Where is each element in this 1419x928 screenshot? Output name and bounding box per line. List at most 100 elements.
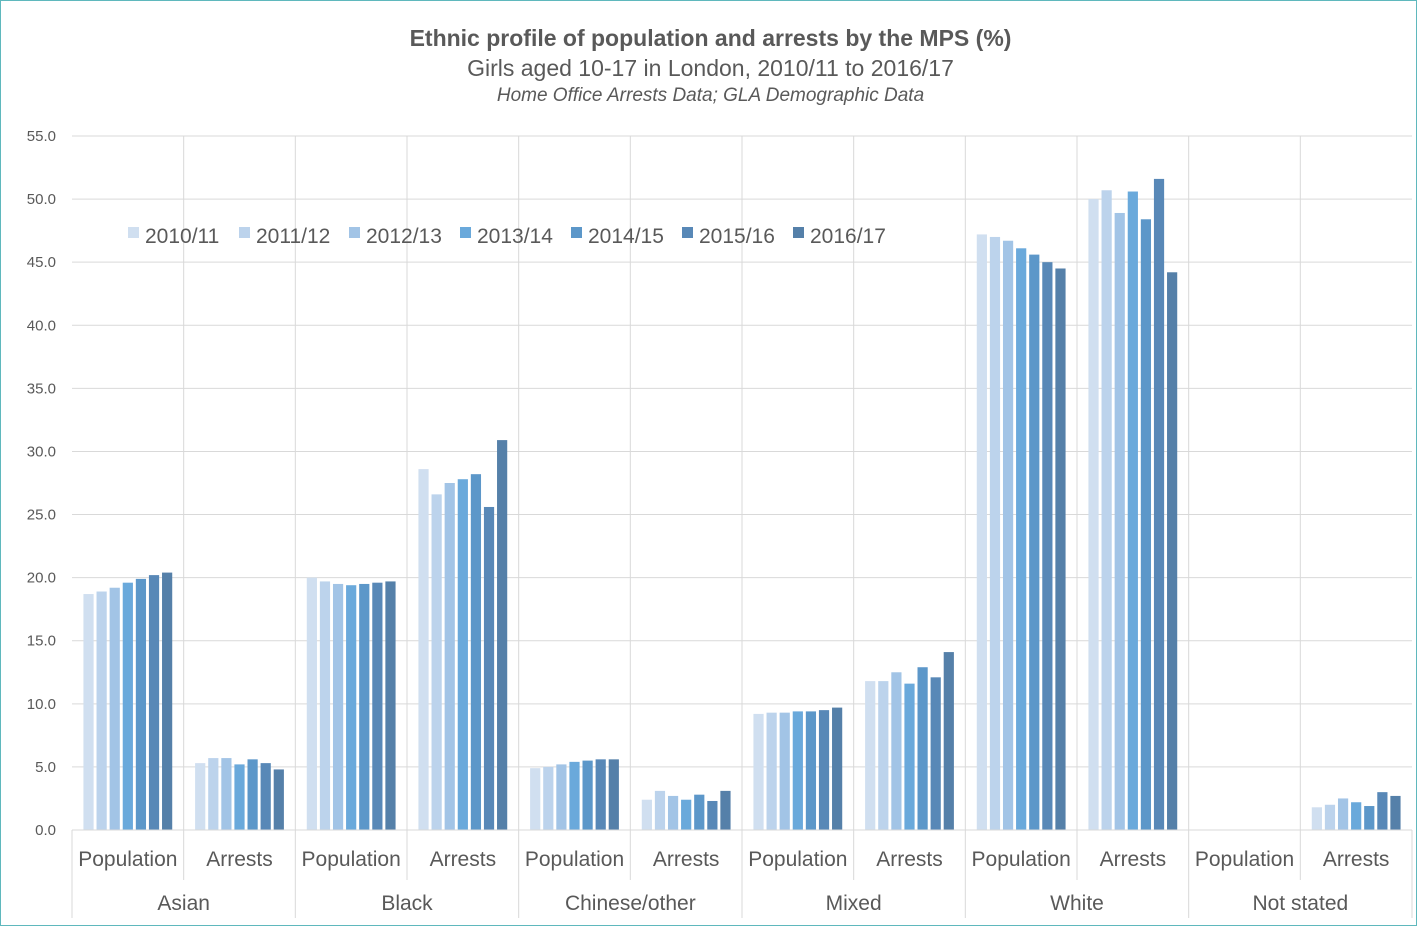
chart-title: Ethnic profile of population and arrests…: [409, 25, 1012, 51]
bar-2013-14-population: [792, 711, 803, 830]
bar-2016-17-arrests: [720, 790, 731, 830]
bar-2015-16-arrests: [1153, 178, 1165, 830]
legend-swatch: [793, 227, 804, 238]
bar-2010-11-population: [306, 577, 317, 830]
bar-2013-14-arrests: [457, 479, 468, 830]
x-group-label: Mixed: [826, 892, 882, 915]
bar-2014-15-arrests: [470, 474, 482, 830]
bar-2012-13-population: [779, 712, 790, 830]
bar-2014-15-population: [359, 583, 370, 830]
x-category-label: Population: [748, 848, 847, 871]
legend-swatch: [682, 227, 693, 238]
x-category-label: Population: [525, 848, 624, 871]
bar-2013-14-population: [122, 582, 133, 830]
bar-2016-17-population: [608, 759, 619, 830]
bar-2011-12-arrests: [1101, 190, 1112, 830]
legend-label: 2013/14: [477, 225, 553, 248]
bar-2015-16-arrests: [707, 800, 718, 830]
bar-2013-14-arrests: [234, 764, 245, 830]
bar-2015-16-arrests: [483, 506, 495, 830]
bar-2010-11-population: [530, 768, 541, 830]
bar-2011-12-population: [96, 591, 107, 830]
bar-2014-15-arrests: [1140, 219, 1152, 830]
x-category-label: Population: [302, 848, 401, 871]
bar-2015-16-arrests: [1377, 792, 1388, 830]
bar-2014-15-population: [135, 578, 147, 830]
bar-2010-11-arrests: [418, 469, 429, 830]
bar-2012-13-arrests: [667, 795, 679, 830]
bar-2013-14-arrests: [904, 683, 915, 830]
bar-2016-17-arrests: [1167, 272, 1178, 830]
x-group-label: White: [1050, 892, 1104, 915]
bar-2010-11-arrests: [1088, 199, 1099, 831]
bar-2016-17-arrests: [273, 769, 284, 830]
bar-2012-13-population: [332, 583, 344, 830]
bar-2014-15-arrests: [247, 759, 258, 830]
bar-2011-12-population: [543, 766, 554, 830]
bar-2011-12-arrests: [654, 790, 666, 830]
y-tick-label: 30.0: [27, 443, 56, 460]
y-tick-label: 15.0: [27, 633, 56, 650]
bar-2016-17-population: [832, 707, 843, 830]
bar-2016-17-arrests: [497, 440, 508, 830]
x-group-label: Asian: [157, 892, 210, 915]
bar-2010-11-arrests: [865, 681, 876, 830]
bar-2016-17-population: [385, 581, 396, 830]
bar-2012-13-arrests: [1337, 798, 1349, 830]
bar-2014-15-arrests: [1364, 806, 1375, 830]
legend-swatch: [349, 227, 360, 238]
legend-label: 2015/16: [699, 225, 775, 248]
bar-2013-14-arrests: [1127, 191, 1138, 830]
bar-2015-16-population: [1042, 262, 1053, 830]
legend-label: 2011/12: [256, 225, 330, 248]
x-category-label: Population: [78, 848, 177, 871]
legend-swatch: [128, 227, 139, 238]
x-category-label: Arrests: [1323, 848, 1390, 871]
bar-2012-13-population: [109, 587, 120, 830]
chart-source: Home Office Arrests Data; GLA Demographi…: [496, 85, 925, 106]
y-tick-label: 5.0: [35, 759, 56, 776]
bar-2012-13-arrests: [891, 672, 902, 830]
bar-2011-12-arrests: [878, 681, 889, 830]
bars: [83, 178, 1401, 831]
x-group-label: Black: [381, 892, 433, 915]
chart-header: Ethnic profile of population and arrests…: [1, 23, 1419, 109]
bar-2011-12-population: [319, 581, 331, 830]
bar-2011-12-arrests: [208, 758, 219, 830]
x-category-label: Arrests: [206, 848, 273, 871]
bar-2016-17-population: [1055, 268, 1066, 830]
axes: 0.0 5.0 10.0 15.0 20.0 25.0 30.0 35.0 40.0 45.0 50…: [27, 128, 1412, 915]
bar-2012-13-arrests: [444, 483, 455, 830]
y-tick-label: 55.0: [27, 128, 56, 145]
bar-2015-16-population: [595, 759, 606, 830]
legend: 2010/11 2011/12 2012/13 2013/14 2014/15 2015/…: [128, 225, 886, 248]
bar-2015-16-population: [818, 710, 830, 830]
bar-2010-11-arrests: [641, 799, 652, 830]
bar-2011-12-population: [766, 712, 777, 830]
x-category-label: Arrests: [653, 848, 720, 871]
y-tick-label: 35.0: [27, 380, 56, 397]
bar-2016-17-population: [162, 572, 173, 830]
y-tick-label: 0.0: [35, 822, 56, 839]
y-tick-label: 40.0: [27, 317, 56, 334]
bar-2010-11-population: [976, 234, 987, 831]
y-tick-label: 20.0: [27, 570, 56, 587]
bar-2012-13-arrests: [1114, 212, 1125, 831]
x-category-label: Population: [1195, 848, 1294, 871]
x-group-label: Chinese/other: [565, 892, 696, 915]
bar-2014-15-population: [1029, 254, 1040, 831]
legend-label: 2016/17: [810, 225, 886, 248]
bar-2013-14-arrests: [681, 799, 692, 830]
x-category-label: Arrests: [430, 848, 497, 871]
bar-2010-11-arrests: [195, 763, 206, 830]
bar-2012-13-population: [1002, 240, 1014, 831]
y-tick-label: 45.0: [27, 254, 56, 271]
bar-2013-14-population: [569, 761, 580, 830]
bar-2012-13-arrests: [221, 758, 232, 830]
legend-swatch: [571, 227, 582, 238]
bar-2015-16-arrests: [930, 677, 941, 830]
bar-2010-11-population: [753, 713, 764, 830]
legend-label: 2014/15: [588, 225, 664, 248]
bar-2011-12-arrests: [431, 494, 442, 830]
